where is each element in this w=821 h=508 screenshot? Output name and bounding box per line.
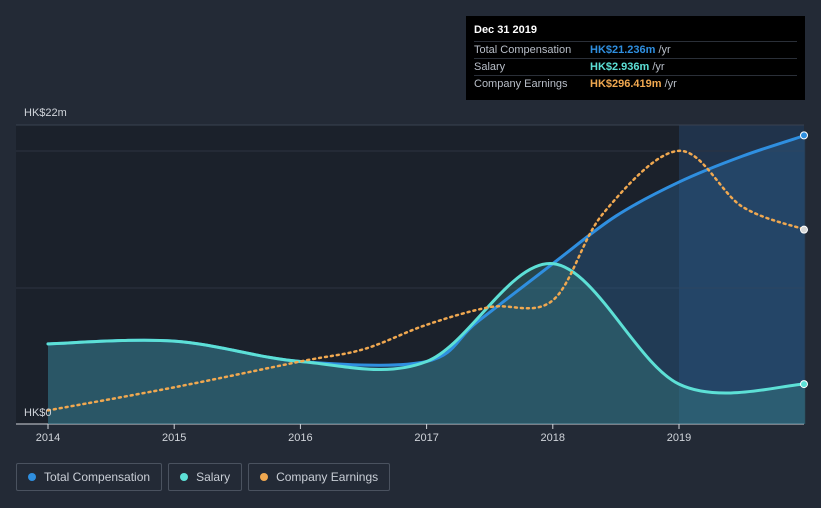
tooltip-date: Dec 31 2019 (474, 24, 537, 36)
tooltip-value: HK$2.936m (590, 61, 650, 73)
legend-label: Company Earnings (276, 470, 379, 484)
x-tick-label: 2016 (288, 432, 312, 444)
legend-label: Total Compensation (44, 470, 151, 484)
tooltip-label: Total Compensation (474, 44, 572, 56)
y-tick-label-bottom: HK$0 (24, 407, 52, 419)
tooltip-unit: /yr (664, 78, 677, 90)
plot-background (16, 125, 679, 424)
highlight-region (679, 125, 804, 424)
legend-dot-icon (260, 473, 269, 481)
company-earnings-line (46, 149, 807, 412)
tooltip-row-company-earnings: Company Earnings HK$296.419m /yr (474, 75, 797, 92)
x-tick-label: 2017 (414, 432, 438, 444)
tooltip-unit: /yr (658, 44, 671, 56)
total-compensation-end-marker (800, 131, 808, 140)
x-tick-label: 2014 (36, 432, 60, 444)
tooltip-value: HK$296.419m (590, 78, 662, 90)
tooltip-label: Salary (474, 61, 506, 73)
legend-item-total-compensation[interactable]: Total Compensation (16, 463, 163, 491)
company-earnings-end-marker (800, 225, 808, 234)
tooltip-value: HK$21.236m (590, 44, 656, 56)
salary-end-marker (800, 380, 808, 389)
legend-label: Salary (196, 470, 231, 484)
salary-line (46, 262, 807, 395)
salary-area (48, 263, 806, 424)
tooltip-label: Company Earnings (474, 78, 568, 90)
legend-item-salary[interactable]: Salary (168, 463, 243, 491)
tooltip-row-salary: Salary HK$2.936m /yr (474, 58, 797, 75)
legend-dot-icon (180, 473, 189, 481)
legend-dot-icon (28, 473, 36, 481)
x-tick-label: 2015 (162, 432, 186, 444)
legend: Total Compensation Salary Company Earnin… (16, 463, 391, 491)
x-tick-label: 2018 (541, 432, 565, 444)
y-tick-label-top: HK$22m (24, 107, 67, 119)
x-tick-label: 2019 (667, 432, 691, 444)
legend-item-company-earnings[interactable]: Company Earnings (248, 463, 391, 491)
tooltip-unit: /yr (652, 61, 665, 73)
tooltip: Dec 31 2019 Total Compensation HK$21.236… (466, 16, 805, 100)
tooltip-row-total-compensation: Total Compensation HK$21.236m /yr (474, 41, 797, 58)
